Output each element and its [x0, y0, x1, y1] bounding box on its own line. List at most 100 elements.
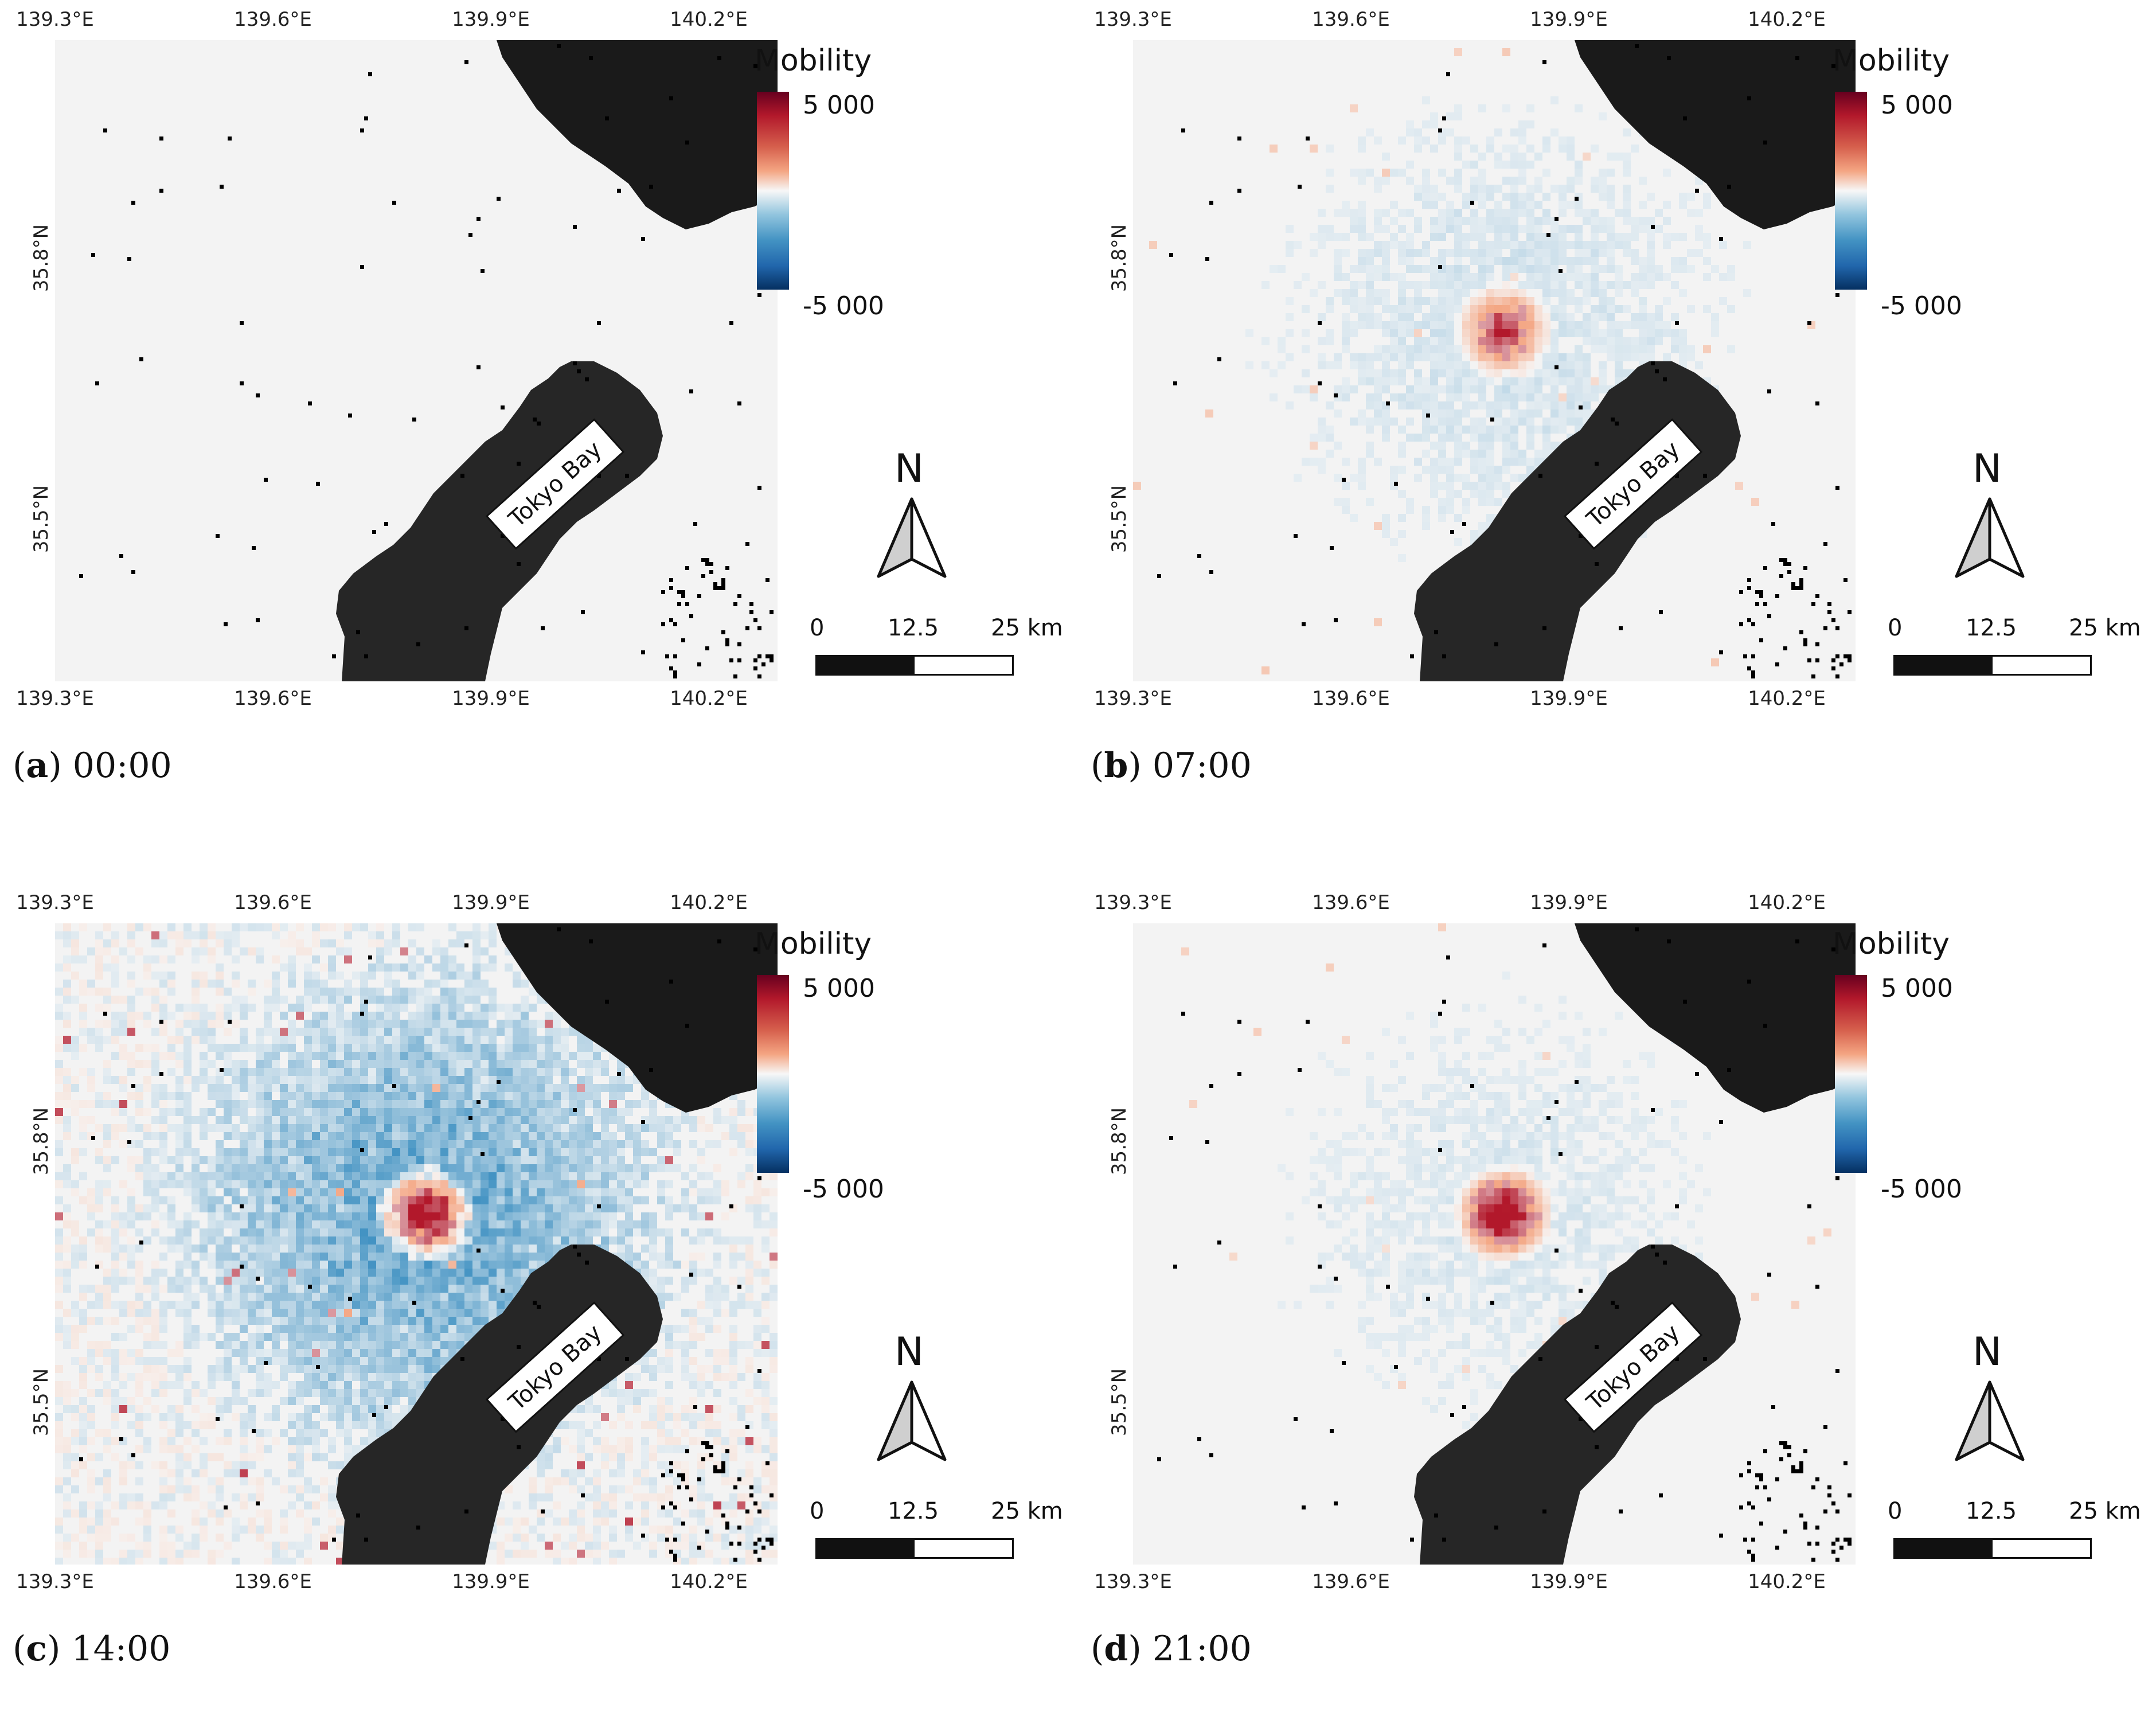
grid-cell	[360, 1036, 368, 1044]
grid-cell	[753, 1261, 761, 1269]
grid-cell	[416, 1236, 424, 1245]
grid-cell	[1567, 321, 1575, 329]
grid-cell	[1366, 353, 1374, 361]
grid-cell	[633, 1228, 641, 1236]
grid-cell	[151, 1060, 159, 1068]
grid-cell	[1575, 297, 1583, 305]
grid-cell	[336, 1204, 344, 1212]
grid-cell	[472, 1060, 481, 1068]
grid-cell	[1454, 418, 1462, 426]
grid-cell	[400, 1212, 408, 1220]
grid-cell	[609, 1212, 617, 1220]
grid-cell	[1526, 321, 1534, 329]
grid-cell	[1486, 458, 1494, 466]
grid-cell	[360, 980, 368, 988]
grid-cell	[593, 1100, 601, 1108]
nodata-pixel	[605, 116, 609, 120]
grid-cell	[272, 1108, 280, 1116]
grid-cell	[175, 1028, 183, 1036]
grid-cell	[609, 1204, 617, 1212]
grid-cell	[392, 1004, 400, 1012]
grid-cell	[304, 1076, 312, 1084]
grid-cell	[1326, 434, 1334, 442]
grid-cell	[1366, 418, 1374, 426]
grid-cell	[368, 1293, 376, 1301]
grid-cell	[521, 1140, 529, 1148]
grid-cell	[143, 1164, 151, 1172]
mobility-map[interactable]: Tokyo Bay	[1133, 40, 1856, 681]
grid-cell	[416, 963, 424, 972]
grid-cell	[497, 1301, 505, 1309]
grid-cell	[1567, 418, 1575, 426]
grid-cell	[1735, 482, 1743, 490]
grid-cell	[1398, 353, 1406, 361]
grid-cell	[296, 1092, 304, 1100]
grid-cell	[1462, 369, 1470, 377]
grid-cell	[569, 1236, 577, 1245]
grid-cell	[1470, 145, 1478, 153]
grid-cell	[175, 1004, 183, 1012]
grid-cell	[79, 1236, 87, 1245]
grid-cell	[79, 1245, 87, 1253]
grid-cell	[1494, 297, 1502, 305]
grid-cell	[208, 1180, 216, 1188]
grid-cell	[625, 1084, 633, 1092]
grid-cell	[464, 1293, 472, 1301]
grid-cell	[264, 1004, 272, 1012]
grid-cell	[1591, 217, 1599, 225]
grid-cell	[1502, 466, 1510, 474]
grid-cell	[248, 1004, 256, 1012]
grid-cell	[408, 1261, 416, 1269]
grid-cell	[151, 1180, 159, 1188]
grid-cell	[521, 1124, 529, 1132]
grid-cell	[360, 1293, 368, 1301]
grid-cell	[296, 1269, 304, 1277]
grid-cell	[1518, 161, 1526, 169]
grid-cell	[175, 1132, 183, 1140]
grid-cell	[1518, 201, 1526, 209]
grid-cell	[753, 1180, 761, 1188]
grid-cell	[416, 1124, 424, 1132]
grid-cell	[1478, 466, 1486, 474]
grid-cell	[1567, 145, 1575, 153]
grid-cell	[344, 1140, 352, 1148]
grid-cell	[1502, 321, 1510, 329]
grid-cell	[127, 1236, 135, 1245]
grid-cell	[1695, 249, 1703, 257]
grid-cell	[135, 1140, 143, 1148]
grid-cell	[135, 1309, 143, 1317]
grid-cell	[761, 1269, 770, 1277]
grid-cell	[256, 1253, 264, 1261]
grid-cell	[521, 1108, 529, 1116]
grid-cell	[71, 1188, 79, 1196]
mobility-map[interactable]: Tokyo Bay	[55, 40, 778, 681]
grid-cell	[689, 1124, 697, 1132]
grid-cell	[416, 1220, 424, 1228]
mobility-map[interactable]: Tokyo Bay	[55, 923, 778, 1565]
grid-cell	[216, 1309, 224, 1317]
grid-cell	[79, 1012, 87, 1020]
grid-cell	[280, 996, 288, 1004]
grid-cell	[448, 1156, 456, 1164]
grid-cell	[1559, 193, 1567, 201]
grid-cell	[328, 1156, 336, 1164]
grid-cell	[1486, 409, 1494, 418]
grid-cell	[601, 1188, 609, 1196]
grid-cell	[376, 963, 384, 972]
grid-cell	[1358, 418, 1366, 426]
grid-cell	[288, 1277, 296, 1285]
grid-cell	[1663, 241, 1671, 249]
grid-cell	[416, 1004, 424, 1012]
grid-cell	[464, 1156, 472, 1164]
grid-cell	[119, 1212, 127, 1220]
grid-cell	[272, 1261, 280, 1269]
grid-cell	[497, 1188, 505, 1196]
grid-cell	[1374, 369, 1382, 377]
grid-cell	[95, 988, 103, 996]
grid-cell	[505, 1068, 513, 1076]
grid-cell	[384, 1084, 392, 1092]
grid-cell	[288, 1036, 296, 1044]
grid-cell	[609, 1148, 617, 1156]
grid-cell	[151, 955, 159, 963]
grid-cell	[111, 1020, 119, 1028]
